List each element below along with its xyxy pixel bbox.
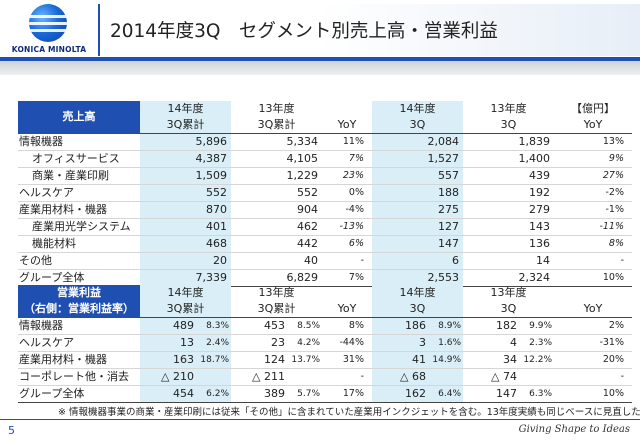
company-logo: KONICA MINOLTA xyxy=(6,4,92,58)
table-row: 産業用材料・機器 163 18.7% 124 13.7% 31% 41 14.9… xyxy=(18,351,632,369)
op-header-sublabel: （右側：営業利益率） xyxy=(18,301,140,318)
total-row: グループ全体 454 6.2% 389 5.7% 17% 162 6.4% 14… xyxy=(18,385,632,403)
op-col-fy14-q-bottom: 3Q xyxy=(372,301,463,318)
operating-profit-table: 営業利益 14年度 13年度 14年度 13年度 （右側：営業利益率） 3Q累計… xyxy=(18,285,632,403)
logo-text: KONICA MINOLTA xyxy=(11,45,87,54)
sales-col-fy14-cum-bottom: 3Q累計 xyxy=(140,117,231,134)
op-col-fy13-q-bottom: 3Q xyxy=(463,301,554,318)
sales-table: 売上高 14年度 13年度 14年度 13年度 【億円】 3Q累計 3Q累計 Y… xyxy=(18,101,632,287)
op-header-row-2: （右側：営業利益率） 3Q累計 3Q累計 YoY 3Q 3Q YoY xyxy=(18,301,632,318)
sales-col-fy13-cum-top: 13年度 xyxy=(258,102,295,115)
sales-col-fy13-q-bottom: 3Q xyxy=(463,117,554,134)
table-row: 情報機器 5,896 5,334 11% 2,084 1,839 13% xyxy=(18,133,632,151)
op-col-fy13-cum-bottom: 3Q累計 xyxy=(231,301,322,318)
op-col-fy14-cum-bottom: 3Q累計 xyxy=(140,301,231,318)
table-row: ヘルスケア 552 552 0% 188 192 -2% xyxy=(18,184,632,202)
table-row: 商業・産業印刷 1,509 1,229 23% 557 439 27% xyxy=(18,167,632,185)
op-col-fy14-q-top: 14年度 xyxy=(372,285,463,301)
sales-col-fy13-q-top: 13年度 xyxy=(490,102,527,115)
table-row: 産業用光学システム 401 462 -13% 127 143 -11% xyxy=(18,218,632,236)
header-shadow-band xyxy=(0,61,640,75)
sales-col-fy14-cum-top: 14年度 xyxy=(140,101,231,117)
page-number: 5 xyxy=(8,424,15,437)
op-header-row-1: 営業利益 14年度 13年度 14年度 13年度 xyxy=(18,285,632,301)
tagline: Giving Shape to Ideas xyxy=(518,424,630,435)
table-row: コーポレート他・消去 △ 210 △ 211 - △ 68 △ 74 - xyxy=(18,368,632,386)
table-row: 情報機器 489 8.3% 453 8.5% 8% 186 8.9% 182 9… xyxy=(18,317,632,335)
sales-col-fy14-q-bottom: 3Q xyxy=(372,117,463,134)
total-row: グループ全体 7,339 6,829 7% 2,553 2,324 10% xyxy=(18,269,632,287)
sales-col-yoy2: YoY xyxy=(554,117,632,134)
table-row: その他 20 40 - 6 14 - xyxy=(18,252,632,270)
table-row: ヘルスケア 13 2.4% 23 4.2% -44% 3 1.6% 4 2.3%… xyxy=(18,334,632,352)
table-row: オフィスサービス 4,387 4,105 7% 1,527 1,400 9% xyxy=(18,150,632,168)
sales-col-unit: 【億円】 xyxy=(571,102,615,115)
slide-header: KONICA MINOLTA 2014年度3Q セグメント別売上高・営業利益 xyxy=(0,0,640,62)
globe-logo-icon xyxy=(29,4,67,42)
sales-col-yoy1: YoY xyxy=(322,117,372,134)
sales-header-row-2: 3Q累計 3Q累計 YoY 3Q 3Q YoY xyxy=(18,117,632,134)
footnote: ※ 情報機器事業の商業・産業印刷には従来「その他」に含まれていた産業用インクジェ… xyxy=(58,407,640,418)
header-divider xyxy=(98,4,100,56)
op-col-fy13-cum-top: 13年度 xyxy=(258,286,295,299)
op-col-yoy2: YoY xyxy=(554,301,632,318)
op-col-fy14-cum-top: 14年度 xyxy=(140,285,231,301)
sales-col-fy13-cum-bottom: 3Q累計 xyxy=(231,117,322,134)
op-col-yoy1: YoY xyxy=(322,301,372,318)
op-header-label: 営業利益 xyxy=(18,285,140,301)
table-row: 機能材料 468 442 6% 147 136 8% xyxy=(18,235,632,253)
sales-header-row-1: 売上高 14年度 13年度 14年度 13年度 【億円】 xyxy=(18,101,632,134)
footer-divider xyxy=(0,419,640,420)
page-title: 2014年度3Q セグメント別売上高・営業利益 xyxy=(110,21,498,42)
table-row: 産業用材料・機器 870 904 -4% 275 279 -1% xyxy=(18,201,632,219)
sales-header-label: 売上高 xyxy=(18,101,140,134)
op-col-fy13-q-top: 13年度 xyxy=(490,286,527,299)
sales-col-fy14-q-top: 14年度 xyxy=(372,101,463,117)
header-band xyxy=(0,57,640,61)
